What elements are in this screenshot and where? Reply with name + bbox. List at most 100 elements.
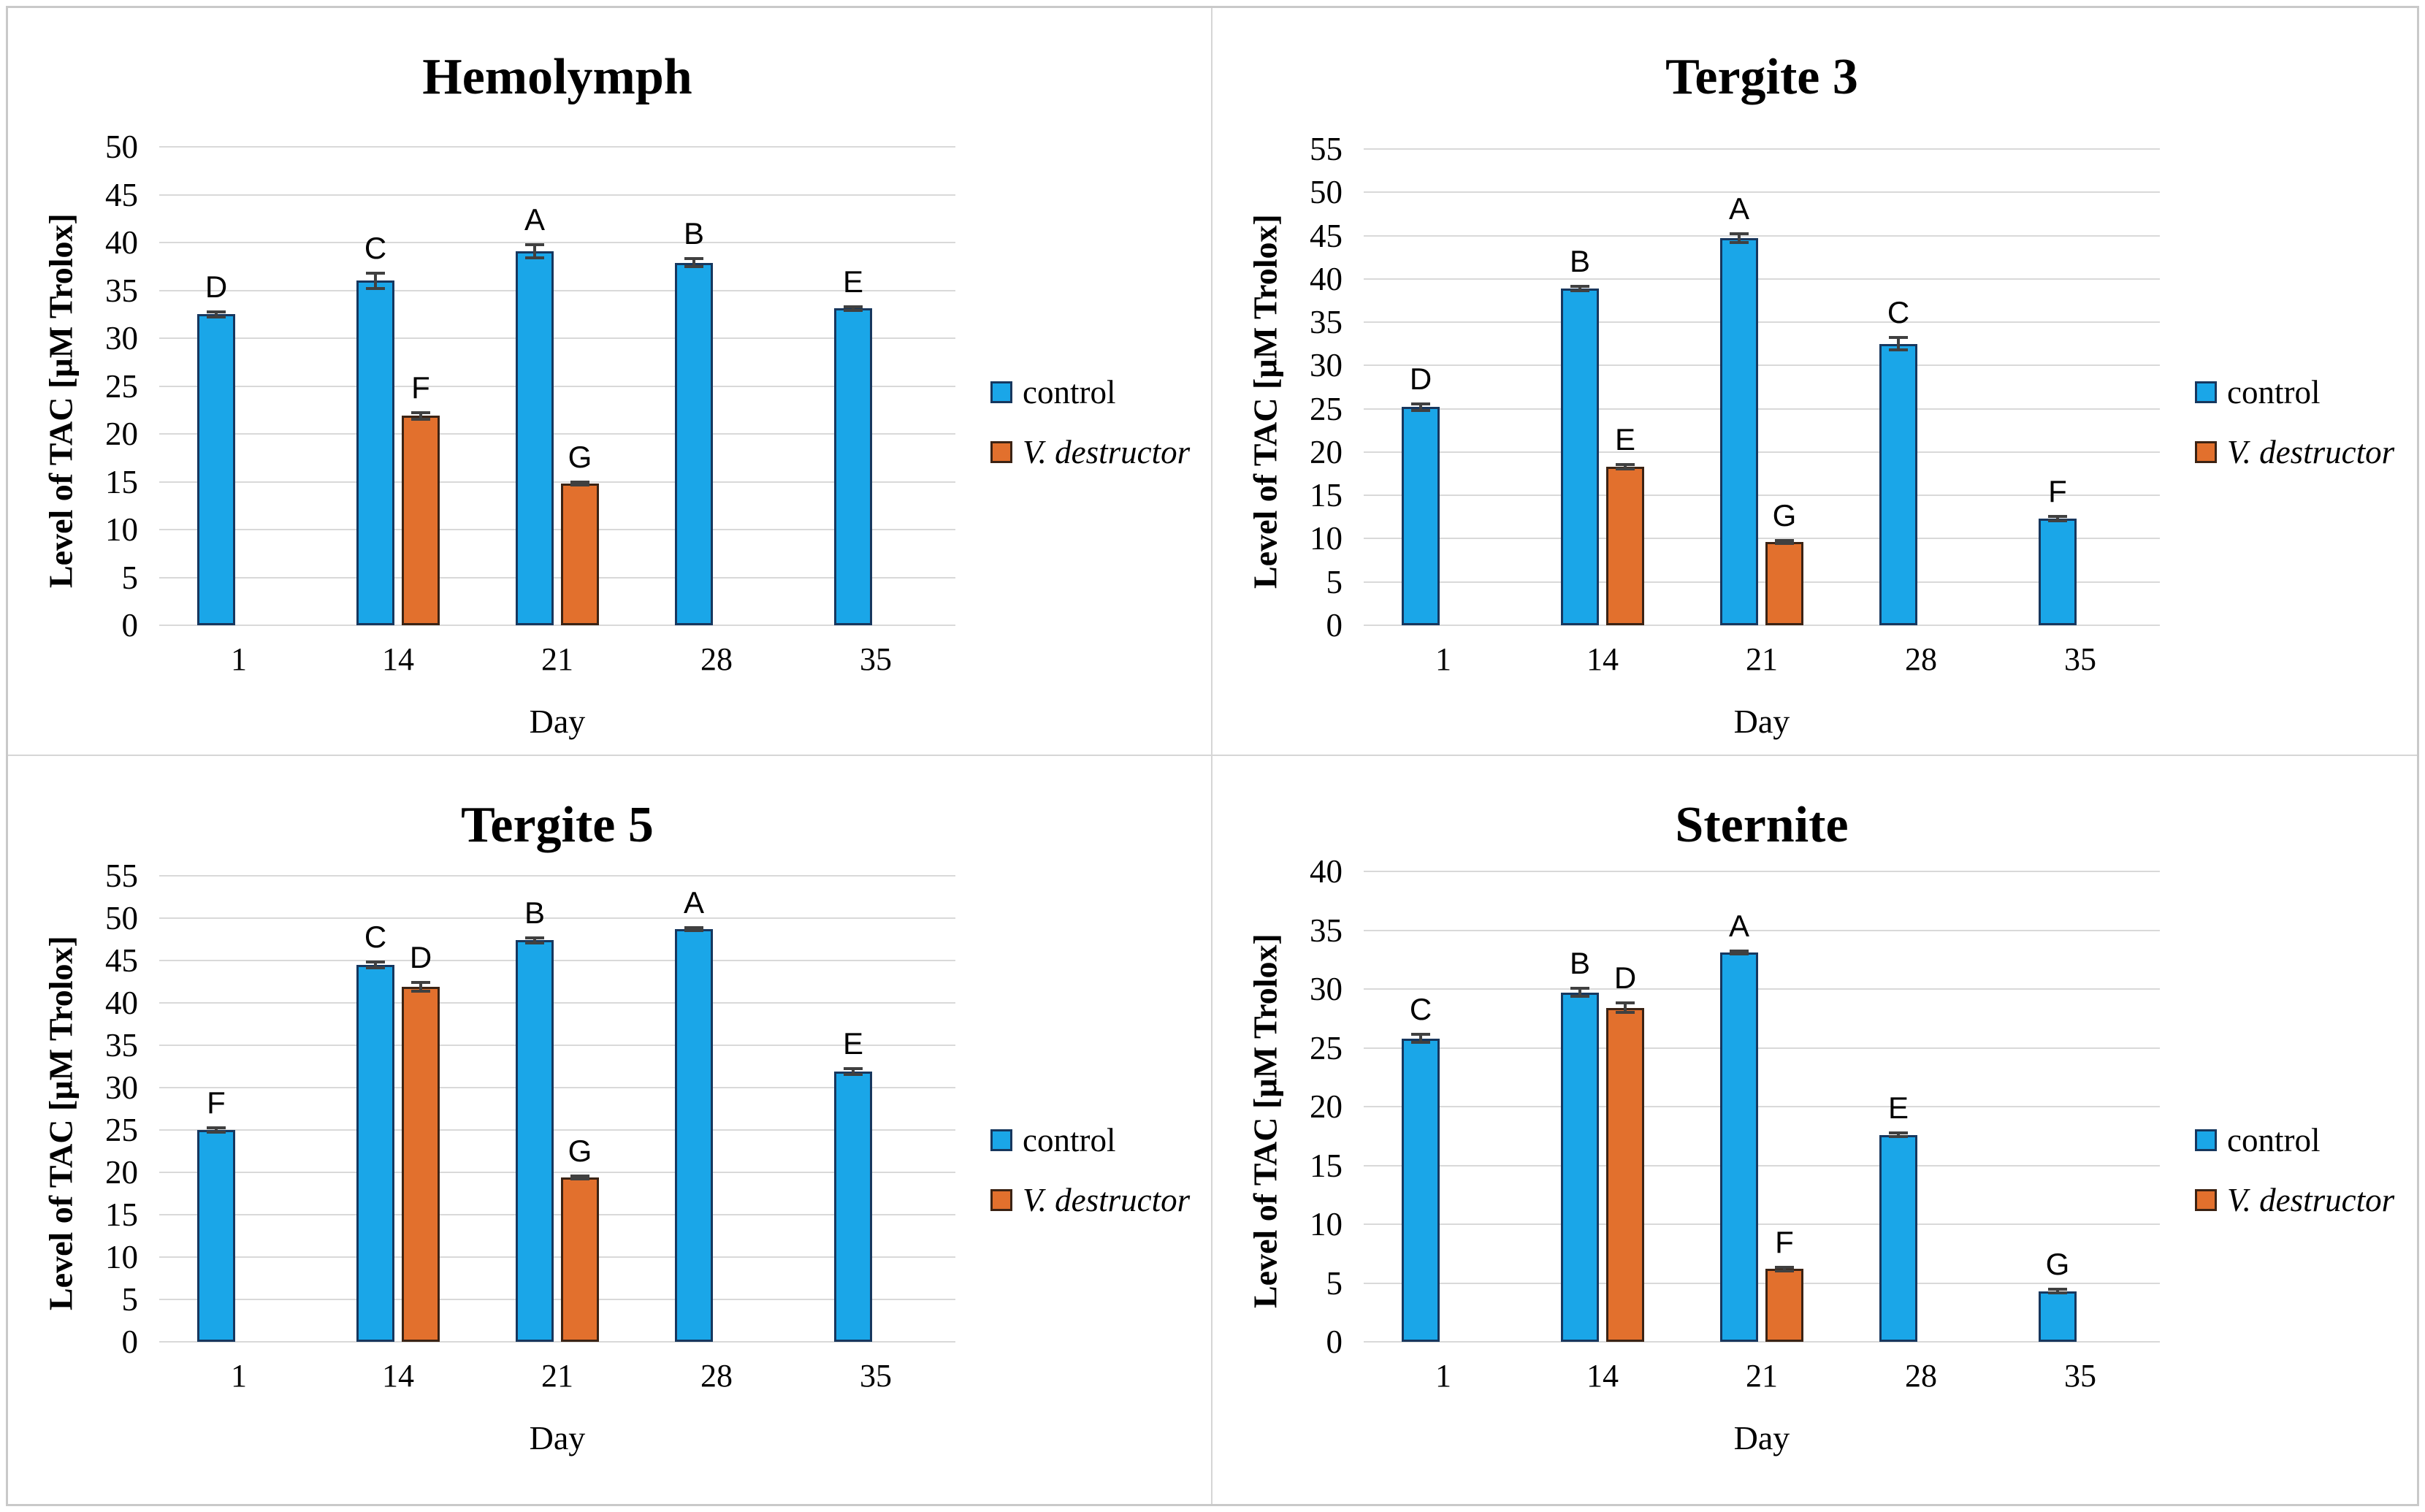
legend-label: control [1023, 1122, 1116, 1158]
y-tick-label: 55 [105, 858, 138, 894]
x-tick-label: 21 [541, 1358, 573, 1394]
bar-v-destructor-day-21 [561, 1177, 599, 1342]
error-bar-cap-bottom [1616, 467, 1635, 471]
legend-entry-control: control [2195, 1121, 2320, 1159]
bar-control-day-35 [2039, 1291, 2077, 1342]
y-tick-label: 35 [1310, 912, 1343, 949]
gridline [1364, 625, 2160, 626]
gridline [1364, 148, 2160, 150]
error-bar-whisker [692, 258, 695, 267]
error-bar-cap-bottom [684, 265, 703, 269]
error-bar-cap-bottom [1889, 348, 1908, 352]
error-bar-whisker [374, 272, 377, 289]
error-bar-cap-bottom [1775, 541, 1794, 545]
error-bar-cap-top [207, 310, 226, 313]
y-tick-label: 45 [105, 176, 138, 213]
legend-swatch-control [2195, 381, 2217, 403]
y-tick-label: 50 [105, 129, 138, 165]
significance-letter: G [1772, 498, 1797, 533]
gridline [1364, 871, 2160, 872]
error-bar-whisker [533, 244, 536, 258]
bar-control-day-1 [197, 314, 235, 625]
gridline [1364, 1106, 2160, 1107]
bar-v-destructor-day-21 [1765, 542, 1803, 625]
error-bar-cap-bottom [844, 1073, 863, 1077]
significance-letter: A [524, 202, 545, 237]
y-tick-label: 50 [1310, 174, 1343, 211]
significance-letter: F [1775, 1224, 1794, 1259]
legend-label: control [2227, 374, 2321, 411]
gridline [1364, 538, 2160, 540]
significance-letter: C [364, 919, 387, 954]
significance-letter: F [207, 1085, 226, 1120]
legend-swatch-v-destructor [2195, 441, 2217, 463]
error-bar-whisker [1419, 1034, 1422, 1043]
bar-v-destructor-day-21 [561, 484, 599, 625]
error-bar-whisker [419, 982, 422, 991]
y-tick-label: 45 [105, 942, 138, 979]
gridline [159, 385, 955, 387]
significance-letter: D [1409, 361, 1432, 396]
error-bar-cap-bottom [1889, 1135, 1908, 1139]
x-tick-label: 21 [541, 641, 573, 677]
y-tick-label: 10 [1310, 1206, 1343, 1242]
bar-v-destructor-day-14 [402, 416, 440, 625]
gridline [1364, 234, 2160, 237]
x-tick-label: 35 [2064, 641, 2096, 677]
bar-v-destructor-day-21 [1765, 1269, 1803, 1342]
error-bar-cap-bottom [1411, 1041, 1430, 1045]
gridline [1364, 1341, 2160, 1343]
gridline [159, 433, 955, 435]
error-bar-whisker [1578, 286, 1581, 291]
legend-entry-v-destructor: V. destructor [990, 433, 1190, 471]
chart-title: Hemolymph [422, 49, 692, 105]
x-tick-label: 14 [1586, 641, 1619, 677]
gridline [1364, 581, 2160, 583]
error-bar-whisker [215, 1127, 218, 1133]
y-tick-label: 35 [1310, 304, 1343, 341]
gridline [1364, 1223, 2160, 1225]
x-axis-title: Day [529, 1419, 586, 1456]
error-bar-cap-bottom [366, 286, 385, 290]
y-tick-label: 40 [105, 985, 138, 1021]
error-bar-cap-top [844, 1066, 863, 1070]
chart-panel-tergite-3: Tergite 3 Level of TAC [µM Trolox] 0 5 10 15 2… [1212, 8, 2417, 756]
bar-control-day-14 [1561, 992, 1599, 1342]
y-tick-label: 30 [105, 320, 138, 356]
gridline [1364, 495, 2160, 497]
gridline [159, 625, 955, 626]
legend-entry-v-destructor: V. destructor [990, 1181, 1190, 1219]
legend-swatch-v-destructor [990, 1189, 1012, 1211]
bar-control-day-28 [1879, 343, 1917, 625]
error-bar-cap-top [570, 481, 589, 484]
error-bar-cap-bottom [570, 484, 589, 487]
error-bar-cap-bottom [1775, 1269, 1794, 1272]
gridline [159, 1087, 955, 1088]
y-tick-label: 45 [1310, 217, 1343, 254]
error-bar-cap-top [1730, 232, 1749, 236]
error-bar-whisker [1738, 234, 1741, 243]
bar-control-day-1 [1402, 407, 1440, 625]
x-axis-title: Day [1733, 1419, 1790, 1456]
gridline [159, 1172, 955, 1173]
y-tick-label: 15 [1310, 1147, 1343, 1184]
y-tick-label: 25 [1310, 1029, 1343, 1066]
y-tick-label: 25 [1310, 390, 1343, 427]
significance-letter: A [683, 885, 704, 920]
error-bar-cap-top [684, 256, 703, 260]
y-tick-label: 35 [105, 1027, 138, 1064]
y-tick-label: 10 [1310, 520, 1343, 557]
y-tick-label: 5 [1326, 563, 1343, 600]
legend-label: V. destructor [2227, 1182, 2395, 1218]
y-tick-label: 25 [105, 367, 138, 405]
error-bar-cap-top [411, 981, 430, 985]
error-bar-cap-top [366, 960, 385, 963]
error-bar-cap-top [1570, 987, 1589, 990]
significance-letter: A [1728, 191, 1749, 226]
legend-entry-control: control [990, 373, 1115, 411]
error-bar-cap-bottom [525, 256, 544, 259]
significance-letter: F [411, 370, 430, 405]
significance-letter: G [568, 1134, 592, 1169]
bar-control-day-28 [675, 929, 713, 1342]
